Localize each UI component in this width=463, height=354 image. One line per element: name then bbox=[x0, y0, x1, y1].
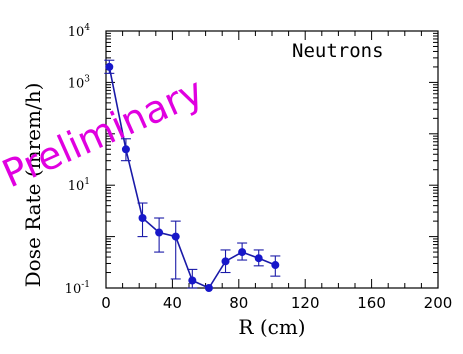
data-point bbox=[221, 257, 230, 266]
x-tick-label: 80 bbox=[229, 294, 248, 312]
data-point bbox=[121, 145, 130, 154]
x-axis-label: R (cm) bbox=[238, 315, 305, 339]
data-point bbox=[105, 62, 114, 71]
data-point bbox=[271, 261, 280, 270]
x-tick-label: 200 bbox=[424, 294, 453, 312]
y-tick-label: 104 bbox=[68, 23, 91, 40]
y-tick-label: 10-1 bbox=[65, 280, 90, 297]
data-point bbox=[138, 214, 147, 223]
y-tick-label: 103 bbox=[68, 74, 91, 91]
data-point bbox=[171, 232, 180, 241]
axes: 0 40 80 120 160 200 10-1 101 103 104 bbox=[65, 23, 453, 312]
data-marks bbox=[104, 59, 281, 292]
data-point bbox=[155, 228, 164, 237]
x-tick-label: 40 bbox=[163, 294, 182, 312]
data-point bbox=[254, 254, 263, 263]
y-axis-label: Dose Rate (mrem/h) bbox=[21, 83, 45, 288]
data-point bbox=[238, 248, 247, 257]
x-tick-label: 0 bbox=[101, 294, 111, 312]
data-point bbox=[188, 276, 197, 285]
plot-frame bbox=[105, 30, 439, 289]
x-tick-label: 120 bbox=[291, 294, 320, 312]
y-tick-label: 101 bbox=[68, 177, 90, 194]
x-tick-label: 160 bbox=[357, 294, 386, 312]
data-point bbox=[204, 284, 213, 292]
annotation-neutrons: Neutrons bbox=[292, 40, 384, 62]
